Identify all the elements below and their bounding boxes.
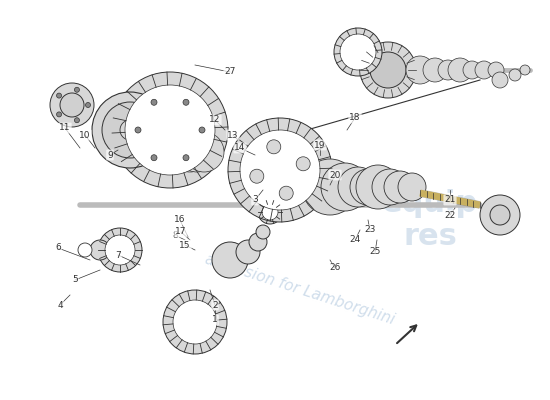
- Circle shape: [438, 60, 458, 80]
- Text: 4: 4: [57, 300, 63, 310]
- Circle shape: [334, 28, 382, 76]
- Text: 13: 13: [227, 130, 239, 140]
- Circle shape: [340, 34, 376, 70]
- Circle shape: [183, 99, 189, 105]
- Circle shape: [356, 165, 400, 209]
- Text: 15: 15: [179, 240, 191, 250]
- Circle shape: [279, 186, 293, 200]
- Circle shape: [240, 130, 320, 210]
- Circle shape: [50, 83, 94, 127]
- Circle shape: [60, 93, 84, 117]
- Text: 16: 16: [174, 216, 186, 224]
- Circle shape: [249, 233, 267, 251]
- Circle shape: [85, 102, 91, 108]
- Circle shape: [423, 58, 447, 82]
- Circle shape: [173, 300, 217, 344]
- Circle shape: [490, 205, 510, 225]
- Circle shape: [406, 56, 434, 84]
- Circle shape: [199, 127, 205, 133]
- Circle shape: [212, 242, 248, 278]
- Circle shape: [250, 169, 264, 183]
- Circle shape: [135, 127, 141, 133]
- Text: 10: 10: [79, 130, 91, 140]
- Circle shape: [475, 61, 493, 79]
- Circle shape: [360, 42, 416, 98]
- Circle shape: [267, 140, 281, 154]
- Text: 22: 22: [444, 210, 455, 220]
- Circle shape: [102, 102, 158, 158]
- Circle shape: [184, 132, 224, 172]
- Text: equip
res: equip res: [382, 189, 478, 251]
- Circle shape: [163, 290, 227, 354]
- Text: 18: 18: [349, 114, 361, 122]
- Text: 5: 5: [72, 276, 78, 284]
- Circle shape: [256, 225, 270, 239]
- Circle shape: [350, 169, 386, 205]
- Circle shape: [509, 69, 521, 81]
- Text: 17: 17: [175, 228, 187, 236]
- Circle shape: [92, 92, 168, 168]
- Circle shape: [151, 155, 157, 161]
- Circle shape: [112, 72, 228, 188]
- Circle shape: [57, 93, 62, 98]
- Text: 3: 3: [252, 196, 258, 204]
- Circle shape: [57, 112, 62, 117]
- Text: 12: 12: [210, 116, 221, 124]
- Circle shape: [183, 155, 189, 161]
- Text: 27: 27: [224, 68, 236, 76]
- Circle shape: [448, 58, 472, 82]
- Circle shape: [244, 134, 316, 206]
- Circle shape: [370, 52, 406, 88]
- Circle shape: [236, 240, 260, 264]
- Circle shape: [398, 173, 426, 201]
- Circle shape: [78, 243, 92, 257]
- Circle shape: [384, 171, 416, 203]
- Circle shape: [105, 235, 135, 265]
- Text: 2: 2: [212, 300, 218, 310]
- Circle shape: [125, 85, 215, 175]
- Circle shape: [74, 87, 79, 92]
- Text: 7: 7: [115, 250, 121, 260]
- Circle shape: [258, 200, 282, 224]
- Circle shape: [98, 228, 142, 272]
- Circle shape: [463, 61, 481, 79]
- Circle shape: [302, 159, 358, 215]
- Text: 23: 23: [364, 226, 376, 234]
- Circle shape: [520, 65, 530, 75]
- Circle shape: [90, 240, 110, 260]
- Text: 26: 26: [329, 264, 340, 272]
- Circle shape: [338, 167, 378, 207]
- Circle shape: [372, 169, 408, 205]
- Circle shape: [488, 62, 504, 78]
- Text: 20: 20: [329, 170, 340, 180]
- Text: 25: 25: [369, 248, 381, 256]
- Circle shape: [74, 118, 79, 123]
- Text: 8: 8: [172, 230, 178, 240]
- Text: 1: 1: [212, 316, 218, 324]
- Circle shape: [151, 99, 157, 105]
- Text: 9: 9: [107, 150, 113, 160]
- Text: 11: 11: [59, 124, 71, 132]
- Circle shape: [120, 120, 140, 140]
- Text: 21: 21: [444, 196, 456, 204]
- Circle shape: [130, 90, 210, 170]
- Text: 24: 24: [349, 236, 361, 244]
- Circle shape: [296, 157, 310, 171]
- Circle shape: [170, 132, 210, 172]
- Circle shape: [321, 163, 369, 211]
- Text: 14: 14: [234, 144, 246, 152]
- Circle shape: [228, 118, 332, 222]
- Text: 19: 19: [314, 140, 326, 150]
- Circle shape: [177, 132, 217, 172]
- Circle shape: [492, 72, 508, 88]
- Text: a passion for Lamborghini: a passion for Lamborghini: [204, 252, 397, 328]
- Text: 6: 6: [55, 244, 61, 252]
- Circle shape: [262, 204, 278, 220]
- Circle shape: [480, 195, 520, 235]
